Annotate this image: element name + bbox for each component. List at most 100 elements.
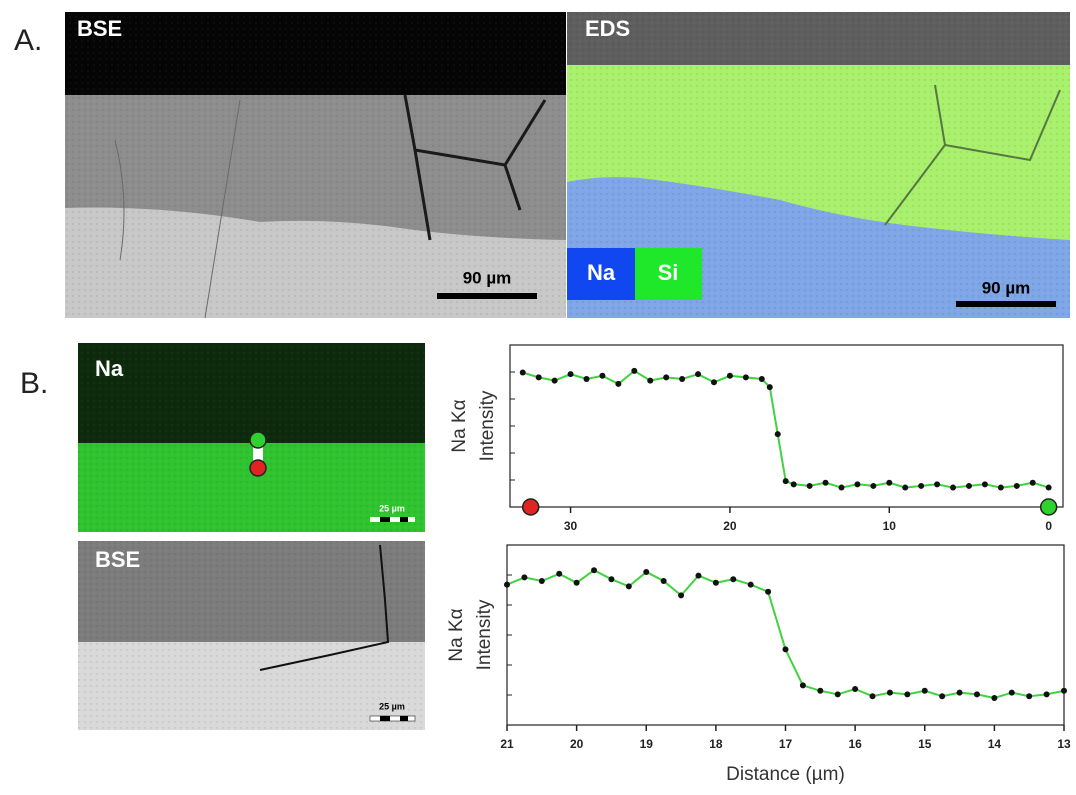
- image-label: Na: [95, 356, 124, 381]
- panel-label: A.: [14, 24, 42, 57]
- data-point: [854, 481, 860, 487]
- x-tick-label: 20: [570, 737, 584, 751]
- data-point: [583, 376, 589, 382]
- data-point: [767, 384, 773, 390]
- data-point: [918, 483, 924, 489]
- end-marker: [1041, 499, 1057, 515]
- data-point: [626, 583, 632, 589]
- data-point: [504, 582, 510, 588]
- scale-label: 25 µm: [379, 701, 405, 711]
- data-point: [679, 376, 685, 382]
- image-label: BSE: [95, 547, 140, 572]
- data-point: [748, 582, 754, 588]
- data-point: [1009, 690, 1015, 696]
- data-point: [934, 481, 940, 487]
- data-point: [835, 691, 841, 697]
- x-tick-label: 19: [640, 737, 654, 751]
- data-point: [759, 376, 765, 382]
- data-point: [775, 431, 781, 437]
- data-point: [783, 646, 789, 652]
- image-label: EDS: [585, 16, 630, 41]
- data-point: [765, 589, 771, 595]
- data-point: [1061, 688, 1067, 694]
- data-point: [974, 691, 980, 697]
- data-point: [727, 373, 733, 379]
- data-point: [800, 682, 806, 688]
- x-tick-label: 10: [883, 519, 897, 533]
- data-line: [507, 570, 1064, 698]
- y-axis-label: Intensity: [477, 390, 498, 461]
- eds-image: Na Si 90 µm EDS: [567, 12, 1070, 318]
- scale-label: 90 µm: [463, 268, 512, 287]
- data-point: [922, 688, 928, 694]
- data-point: [631, 368, 637, 374]
- y-axis-label: Na Kα: [446, 608, 467, 661]
- data-point: [791, 481, 797, 487]
- x-tick-label: 15: [918, 737, 932, 751]
- figure: A. 90 µm BSE Na Si 90 µm EDS B. 25 µm: [0, 0, 1076, 790]
- y-axis-label: Intensity: [474, 599, 495, 670]
- data-point: [678, 592, 684, 598]
- data-point: [520, 370, 526, 376]
- x-tick-label: 17: [779, 737, 793, 751]
- data-point: [817, 688, 823, 694]
- x-tick-label: 13: [1057, 737, 1071, 751]
- data-point: [711, 379, 717, 385]
- x-axis-label: Distance (µm): [726, 764, 845, 785]
- image-label: BSE: [77, 16, 122, 41]
- data-point: [998, 485, 1004, 491]
- data-point: [957, 690, 963, 696]
- data-point: [939, 693, 945, 699]
- data-point: [902, 485, 908, 491]
- bse-image-small: 25 µm BSE: [78, 541, 425, 730]
- data-point: [807, 483, 813, 489]
- data-point: [991, 695, 997, 701]
- data-point: [966, 483, 972, 489]
- data-point: [982, 481, 988, 487]
- x-tick-label: 30: [564, 519, 578, 533]
- data-point: [838, 485, 844, 491]
- data-point: [950, 485, 956, 491]
- scale-label: 90 µm: [982, 278, 1031, 297]
- data-point: [695, 371, 701, 377]
- data-point: [536, 374, 542, 380]
- x-tick-label: 20: [723, 519, 737, 533]
- x-tick-label: 0: [1045, 519, 1052, 533]
- data-point: [783, 478, 789, 484]
- y-axis-label: Na Kα: [449, 399, 470, 452]
- data-point: [568, 371, 574, 377]
- end-marker: [523, 499, 539, 515]
- data-point: [574, 580, 580, 586]
- data-point: [1044, 691, 1050, 697]
- data-point: [608, 576, 614, 582]
- data-point: [730, 576, 736, 582]
- x-tick-label: 14: [988, 737, 1002, 751]
- x-tick-label: 21: [500, 737, 514, 751]
- data-point: [521, 574, 527, 580]
- data-point: [887, 690, 893, 696]
- x-tick-label: 18: [709, 737, 723, 751]
- data-point: [870, 693, 876, 699]
- data-point: [695, 573, 701, 579]
- data-point: [556, 571, 562, 577]
- data-point: [552, 378, 558, 384]
- panel-label: B.: [20, 367, 48, 400]
- data-point: [823, 480, 829, 486]
- data-point: [1014, 483, 1020, 489]
- bse-image: 90 µm BSE: [65, 12, 566, 318]
- data-point: [663, 374, 669, 380]
- data-point: [886, 480, 892, 486]
- data-point: [647, 378, 653, 384]
- data-point: [1046, 485, 1052, 491]
- data-point: [1030, 480, 1036, 486]
- data-point: [870, 483, 876, 489]
- scale-label: 25 µm: [379, 503, 405, 513]
- data-point: [1026, 693, 1032, 699]
- data-line: [523, 371, 1049, 488]
- na-map: 25 µm Na: [78, 343, 425, 532]
- data-point: [713, 580, 719, 586]
- data-point: [539, 578, 545, 584]
- data-point: [643, 569, 649, 575]
- legend-label: Si: [658, 260, 679, 285]
- legend-label: Na: [587, 260, 616, 285]
